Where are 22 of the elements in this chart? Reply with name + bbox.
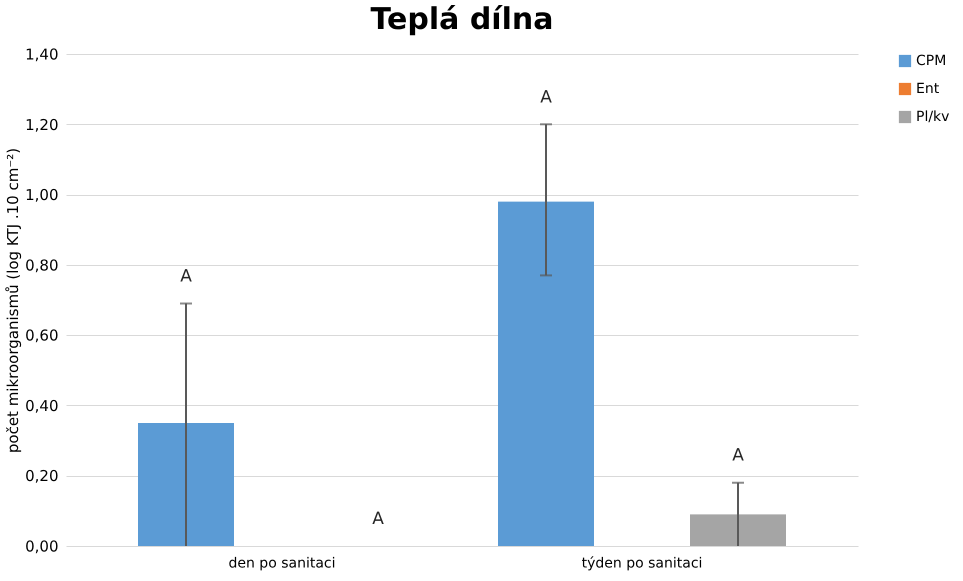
y-tick-label: 0,20 <box>25 467 58 486</box>
annotation: A <box>180 266 192 287</box>
chart-title: Teplá dílna <box>370 2 554 37</box>
y-axis-title: počet mikroorganismů (log KTJ .10 cm⁻²) <box>4 148 22 454</box>
legend-label: Ent <box>916 81 940 97</box>
y-tick-label: 0,60 <box>25 326 58 345</box>
bar <box>138 423 234 546</box>
y-tick-label: 1,40 <box>25 46 58 64</box>
annotation: A <box>372 509 384 529</box>
legend-label: Pl/kv <box>916 109 950 125</box>
y-tick-label: 0,40 <box>25 396 58 415</box>
annotation: A <box>732 446 744 466</box>
y-tick-label: 1,20 <box>25 116 58 134</box>
bar <box>498 202 594 546</box>
y-tick-label: 0,00 <box>25 538 58 556</box>
x-tick-label: den po sanitaci <box>228 556 336 572</box>
annotation: A <box>540 87 552 108</box>
bar <box>690 514 786 546</box>
y-tick-label: 1,00 <box>25 186 58 204</box>
legend-label: CPM <box>916 53 946 69</box>
y-tick-label: 0,80 <box>25 256 58 274</box>
x-tick-label: týden po sanitaci <box>582 556 702 572</box>
